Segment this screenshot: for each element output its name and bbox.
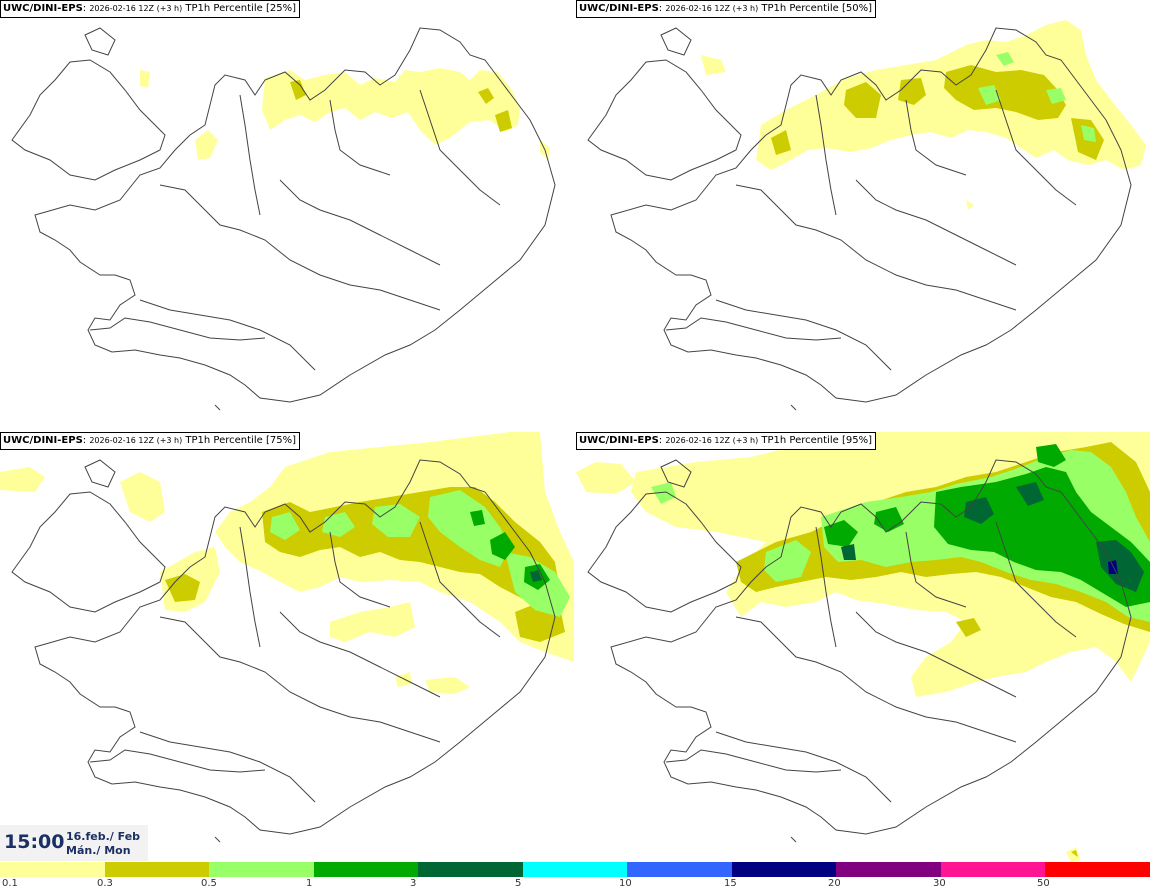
legend-swatch xyxy=(0,862,105,877)
panel-title: UWC/DINI-EPS: 2026-02-16 12Z (+3 h) TP1h… xyxy=(0,432,300,450)
map-panel-p95: UWC/DINI-EPS: 2026-02-16 12Z (+3 h) TP1h… xyxy=(576,432,1150,862)
legend-swatch xyxy=(522,862,628,877)
legend-labels: 0.1 0.3 0.5 1 3 5 10 15 20 30 50 xyxy=(0,877,1150,891)
parameter-label: TP1h Percentile [75%] xyxy=(185,435,296,446)
precip-map-p95 xyxy=(576,432,1150,862)
legend-tick-label: 3 xyxy=(410,878,417,889)
legend-tick-label: 50 xyxy=(1037,878,1050,889)
color-legend xyxy=(0,862,1150,877)
valid-date-line2: Mán./ Mon xyxy=(66,844,131,857)
legend-swatch xyxy=(836,862,941,877)
legend-tick-label: 0.5 xyxy=(201,878,217,889)
model-name: UWC/DINI-EPS xyxy=(579,435,659,446)
parameter-label: TP1h Percentile [25%] xyxy=(185,3,296,14)
precip-shading xyxy=(140,68,550,160)
precip-map-p75 xyxy=(0,432,574,843)
legend-tick-label: 30 xyxy=(933,878,946,889)
precip-shading xyxy=(701,20,1146,210)
precip-shading xyxy=(0,432,574,694)
valid-time: 15:00 xyxy=(4,831,65,853)
map-panel-p75: UWC/DINI-EPS: 2026-02-16 12Z (+3 h) TP1h… xyxy=(0,432,574,862)
legend-tick-label: 1 xyxy=(306,878,313,889)
precip-map-p50 xyxy=(587,20,1146,411)
parameter-label: TP1h Percentile [50%] xyxy=(761,3,872,14)
map-panel-p25: UWC/DINI-EPS: 2026-02-16 12Z (+3 h) TP1h… xyxy=(0,0,574,430)
legend-swatch xyxy=(104,862,210,877)
valid-date: 16.feb./ Feb Mán./ Mon xyxy=(66,830,140,858)
legend-tick-label: 5 xyxy=(515,878,522,889)
model-name: UWC/DINI-EPS xyxy=(3,435,83,446)
panel-title: UWC/DINI-EPS: 2026-02-16 12Z (+3 h) TP1h… xyxy=(576,432,876,450)
legend-tick-label: 15 xyxy=(724,878,737,889)
legend-swatch xyxy=(940,862,1046,877)
panel-title: UWC/DINI-EPS: 2026-02-16 12Z (+3 h) TP1h… xyxy=(576,0,876,18)
panel-title: UWC/DINI-EPS: 2026-02-16 12Z (+3 h) TP1h… xyxy=(0,0,300,18)
legend-tick-label: 20 xyxy=(828,878,841,889)
run-time: 2026-02-16 12Z (+3 h) xyxy=(665,4,759,13)
model-name: UWC/DINI-EPS xyxy=(579,3,659,14)
precip-map-p25 xyxy=(11,27,556,411)
legend-tick-label: 10 xyxy=(619,878,632,889)
run-time: 2026-02-16 12Z (+3 h) xyxy=(665,436,759,445)
legend-swatch xyxy=(731,862,837,877)
legend-swatch xyxy=(1045,862,1150,877)
legend-swatch xyxy=(313,862,419,877)
legend-swatch xyxy=(418,862,523,877)
legend-tick-label: 0.3 xyxy=(97,878,113,889)
legend-swatch xyxy=(627,862,732,877)
run-time: 2026-02-16 12Z (+3 h) xyxy=(89,4,183,13)
map-panel-p50: UWC/DINI-EPS: 2026-02-16 12Z (+3 h) TP1h… xyxy=(576,0,1150,430)
parameter-label: TP1h Percentile [95%] xyxy=(761,435,872,446)
precip-shading xyxy=(576,432,1150,862)
valid-time-box: 15:00 16.feb./ Feb Mán./ Mon xyxy=(0,825,148,861)
run-time: 2026-02-16 12Z (+3 h) xyxy=(89,436,183,445)
legend-swatch xyxy=(209,862,314,877)
valid-date-line1: 16.feb./ Feb xyxy=(66,830,141,843)
model-name: UWC/DINI-EPS xyxy=(3,3,83,14)
legend-tick-label: 0.1 xyxy=(2,878,18,889)
